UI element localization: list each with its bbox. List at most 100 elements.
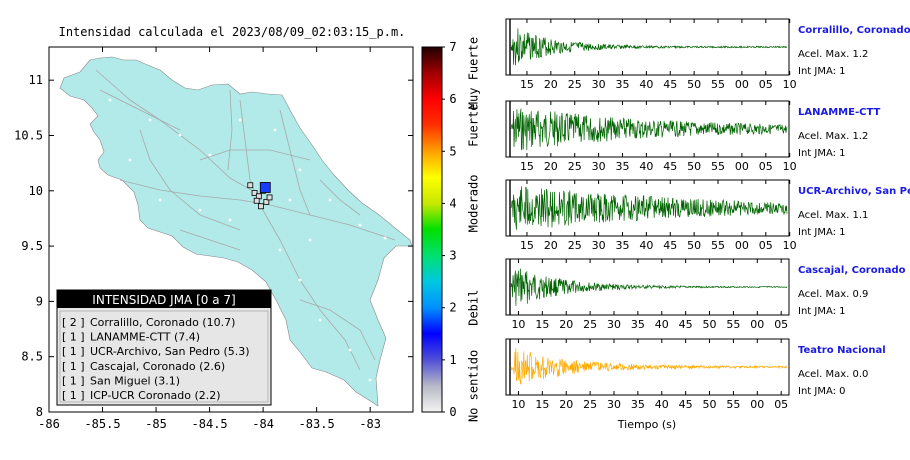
trace-station-name: Cascajal, Coronado: [798, 265, 906, 276]
map-x-tick-label: -83.5: [299, 417, 335, 431]
trace-max-accel: Acel. Max. 0.0: [798, 369, 868, 380]
colorbar-tick-label: 4: [449, 196, 456, 210]
map-y-tick-label: 10: [29, 184, 43, 198]
trace-tick-label: 10: [783, 160, 797, 173]
trace-tick-label: 45: [679, 398, 693, 411]
trace-tick-label: 50: [687, 239, 701, 252]
seismogram-panel: 15 20 25 30 35 40 45 50 55 00 05 10 Corralillo, Coro…: [505, 18, 910, 411]
station-marker: [266, 194, 273, 201]
trace-max-accel: Acel. Max. 1.2: [798, 131, 868, 142]
trace-tick-label: 35: [615, 78, 629, 91]
station-marker: [263, 198, 270, 205]
trace-tick-label: 45: [679, 318, 693, 331]
legend-entry-station: UCR-Archivo, San Pedro (5.3): [90, 345, 250, 358]
legend-entry-station: ICP-UCR Coronado (2.2): [90, 389, 221, 402]
trace-tick-label: 55: [711, 239, 725, 252]
legend-entry-intensity: [ 1 ]: [62, 331, 85, 344]
trace-tick-label: 30: [592, 239, 606, 252]
trace-tick-label: 40: [639, 160, 653, 173]
town-markers: [108, 88, 387, 382]
map-x-tick-label: -84.5: [192, 417, 228, 431]
trace-tick-label: 50: [687, 78, 701, 91]
trace-tick-label: 10: [511, 318, 525, 331]
trace-station-name: Corralillo, Coronado: [798, 25, 910, 36]
seismogram-trace: 15 20 25 30 35 40 45 50 55 00 05 10 LANAMME-CTT Acel.…: [505, 100, 880, 173]
seismogram-trace: 15 20 25 30 35 40 45 50 55 00 05 10 Corralillo, Coro…: [505, 18, 910, 91]
map-x-tick-label: -85.5: [84, 417, 120, 431]
trace-tick-label: 50: [687, 160, 701, 173]
waveform-line: [510, 28, 788, 66]
colorbar: 0 1 2 3 4 5 6 7 No sentido Debil Moderado FuerteMu…: [421, 37, 481, 422]
legend-entry-intensity: [ 1 ]: [62, 374, 85, 387]
trace-tick-label: 05: [759, 239, 773, 252]
legend-entry-station: LANAMME-CTT (7.4): [90, 331, 200, 344]
trace-jma-intensity: Int JMA: 1: [798, 66, 846, 77]
trace-station-name: UCR-Archivo, San Pedro: [798, 186, 910, 197]
trace-tick-label: 20: [559, 398, 573, 411]
costa-rica-landmass: [59, 56, 413, 407]
trace-tick-label: 15: [520, 160, 534, 173]
legend-entry-intensity: [ 1 ]: [62, 389, 85, 402]
colorbar-tick-label: 6: [449, 92, 456, 106]
map-y-tick-label: 8: [36, 405, 43, 419]
trace-tick-label: 35: [631, 318, 645, 331]
trace-tick-label: 15: [520, 78, 534, 91]
trace-tick-label: 05: [774, 318, 788, 331]
trace-tick-label: 15: [520, 239, 534, 252]
trace-tick-label: 25: [568, 78, 582, 91]
legend-entry-intensity: [ 2 ]: [62, 316, 85, 329]
trace-max-accel: Acel. Max. 1.2: [798, 49, 868, 60]
station-marker: [258, 203, 264, 210]
waveform-line: [510, 186, 788, 230]
colorbar-tick-label: 7: [449, 40, 456, 54]
map-y-tick-label: 9.5: [21, 239, 43, 253]
map-x-tick-label: -86: [38, 417, 60, 431]
colorbar-tick-label: 0: [449, 405, 456, 419]
trace-tick-label: 30: [607, 318, 621, 331]
trace-tick-label: 50: [703, 318, 717, 331]
epicenter-marker: [259, 182, 271, 193]
colorbar-category-label: Moderado: [467, 175, 481, 233]
legend-entry-station: San Miguel (3.1): [90, 374, 180, 387]
trace-tick-label: 20: [559, 318, 573, 331]
trace-tick-label: 10: [511, 398, 525, 411]
trace-station-name: LANAMME-CTT: [798, 107, 880, 118]
trace-tick-label: 50: [703, 398, 717, 411]
trace-tick-label: 15: [535, 318, 549, 331]
trace-tick-label: 00: [750, 398, 764, 411]
waveform-line: [510, 108, 788, 151]
trace-tick-label: 45: [663, 78, 677, 91]
map-axes: -86 -85.5 -85 -84.5 -84 -83.5 -83 8 8.5 9 9.5 10 10.…: [14, 47, 413, 431]
trace-tick-label: 00: [735, 78, 749, 91]
trace-tick-label: 45: [663, 239, 677, 252]
legend-entry-station: Cascajal, Coronado (2.6): [90, 360, 225, 373]
colorbar-category-label: No sentido: [467, 350, 481, 422]
trace-jma-intensity: Int JMA: 1: [798, 306, 846, 317]
time-axis-label: Tiempo (s): [617, 418, 676, 431]
legend-entry-intensity: [ 1 ]: [62, 345, 85, 358]
legend-entry-station: Corralillo, Coronado (10.7): [90, 316, 235, 329]
trace-tick-label: 35: [615, 160, 629, 173]
trace-tick-label: 15: [535, 398, 549, 411]
trace-tick-label: 40: [639, 239, 653, 252]
waveform-line: [510, 348, 788, 385]
trace-jma-intensity: Int JMA: 1: [798, 148, 846, 159]
station-marker: [253, 197, 260, 204]
colorbar-category-label: Debil: [467, 290, 481, 326]
trace-tick-label: 25: [568, 239, 582, 252]
station-marker: [247, 182, 254, 189]
trace-station-name: Teatro Nacional: [798, 345, 886, 356]
trace-tick-label: 20: [544, 78, 558, 91]
map-y-tick-label: 10.5: [14, 128, 43, 142]
trace-tick-label: 35: [615, 239, 629, 252]
trace-tick-label: 55: [711, 160, 725, 173]
seismogram-trace: 10 15 20 25 30 35 40 45 50 55 00 05 Cascajal, Corona…: [505, 258, 906, 331]
trace-tick-label: 10: [783, 78, 797, 91]
colorbar-tick-label: 3: [449, 249, 456, 263]
trace-tick-label: 00: [735, 239, 749, 252]
trace-tick-label: 20: [544, 239, 558, 252]
trace-tick-label: 55: [711, 78, 725, 91]
trace-tick-label: 00: [735, 160, 749, 173]
map-y-tick-label: 11: [29, 73, 43, 87]
